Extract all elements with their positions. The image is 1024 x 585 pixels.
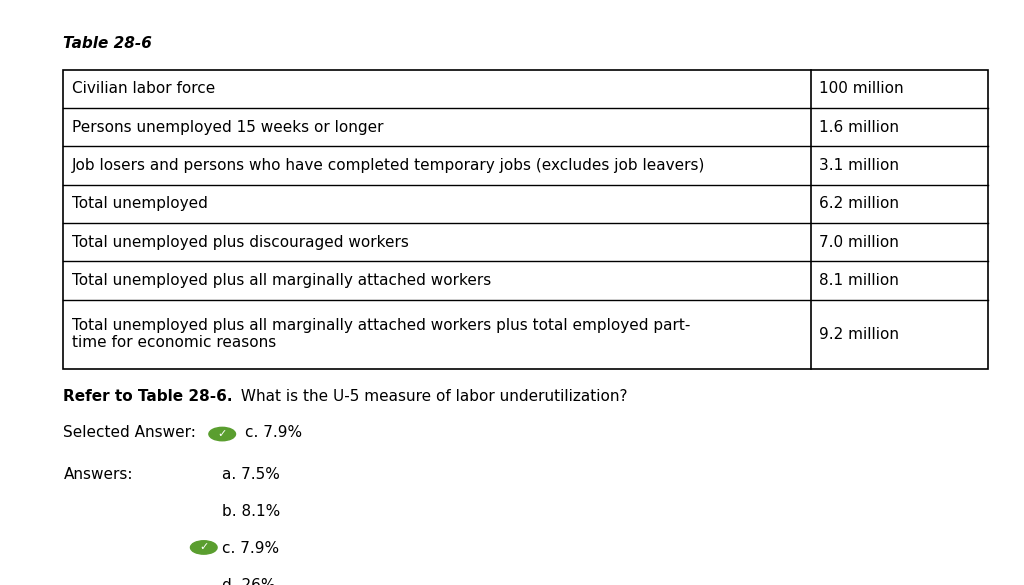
Text: Total unemployed plus all marginally attached workers plus total employed part-
: Total unemployed plus all marginally att…: [72, 318, 690, 350]
Text: 7.0 million: 7.0 million: [819, 235, 899, 250]
Text: d. 26%: d. 26%: [222, 578, 275, 585]
Text: a. 7.5%: a. 7.5%: [222, 466, 281, 481]
Text: 100 million: 100 million: [819, 81, 904, 97]
Text: Selected Answer:: Selected Answer:: [63, 425, 197, 441]
Text: c. 7.9%: c. 7.9%: [245, 425, 302, 441]
Circle shape: [190, 541, 217, 554]
Text: 3.1 million: 3.1 million: [819, 158, 899, 173]
Text: Table 28-6: Table 28-6: [63, 36, 153, 51]
Text: Job losers and persons who have completed temporary jobs (excludes job leavers): Job losers and persons who have complete…: [72, 158, 706, 173]
Text: c. 7.9%: c. 7.9%: [222, 541, 280, 556]
Text: Refer to Table 28-6.: Refer to Table 28-6.: [63, 389, 233, 404]
Text: ✓: ✓: [199, 542, 209, 552]
Text: 6.2 million: 6.2 million: [819, 196, 899, 211]
Circle shape: [209, 428, 236, 441]
Text: Total unemployed: Total unemployed: [72, 196, 208, 211]
Text: Civilian labor force: Civilian labor force: [72, 81, 215, 97]
Text: Total unemployed plus all marginally attached workers: Total unemployed plus all marginally att…: [72, 273, 490, 288]
Text: 9.2 million: 9.2 million: [819, 326, 899, 342]
Text: Answers:: Answers:: [63, 466, 133, 481]
Text: 1.6 million: 1.6 million: [819, 119, 899, 135]
Text: Total unemployed plus discouraged workers: Total unemployed plus discouraged worker…: [72, 235, 409, 250]
Text: ✓: ✓: [217, 429, 227, 439]
Bar: [63, 70, 988, 369]
Text: 8.1 million: 8.1 million: [819, 273, 899, 288]
Text: Persons unemployed 15 weeks or longer: Persons unemployed 15 weeks or longer: [72, 119, 383, 135]
Text: What is the U-5 measure of labor underutilization?: What is the U-5 measure of labor underut…: [236, 389, 627, 404]
Text: b. 8.1%: b. 8.1%: [222, 504, 281, 519]
